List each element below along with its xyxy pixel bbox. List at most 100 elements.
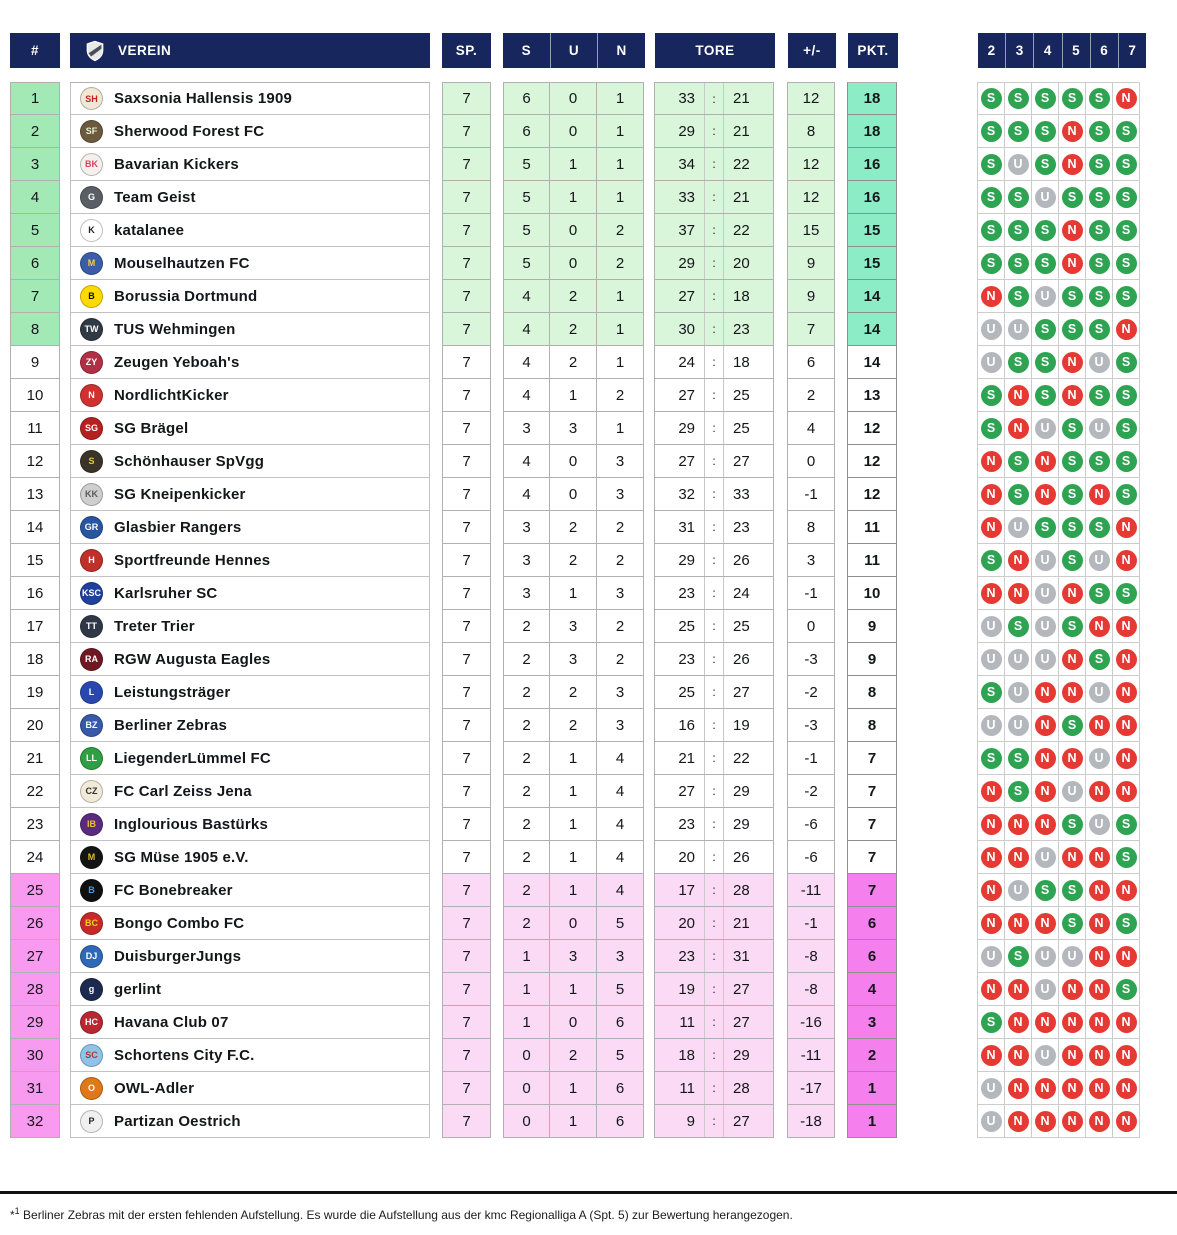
form-cell[interactable]: N: [1112, 676, 1140, 709]
form-cell[interactable]: S: [1058, 181, 1086, 214]
club-name[interactable]: NordlichtKicker: [114, 386, 229, 404]
form-cell[interactable]: U: [1031, 544, 1059, 577]
form-cell[interactable]: N: [977, 808, 1005, 841]
club-cell[interactable]: ZY Zeugen Yeboah's: [70, 346, 430, 379]
form-cell[interactable]: U: [977, 709, 1005, 742]
form-cell[interactable]: N: [1058, 1006, 1086, 1039]
form-cell[interactable]: S: [977, 1006, 1005, 1039]
form-cell[interactable]: S: [977, 412, 1005, 445]
form-cell[interactable]: S: [1031, 346, 1059, 379]
form-cell[interactable]: S: [977, 742, 1005, 775]
form-cell[interactable]: N: [1004, 412, 1032, 445]
form-cell[interactable]: U: [1004, 511, 1032, 544]
form-cell[interactable]: S: [1085, 445, 1113, 478]
form-cell[interactable]: N: [1004, 1039, 1032, 1072]
club-name[interactable]: SG Brägel: [114, 419, 189, 437]
form-cell[interactable]: S: [1085, 313, 1113, 346]
form-cell[interactable]: N: [1112, 940, 1140, 973]
club-cell[interactable]: O OWL-Adler: [70, 1072, 430, 1105]
club-cell[interactable]: g gerlint: [70, 973, 430, 1006]
club-name[interactable]: Havana Club 07: [114, 1013, 229, 1031]
form-cell[interactable]: N: [977, 841, 1005, 874]
club-name[interactable]: SG Kneipenkicker: [114, 485, 246, 503]
club-name[interactable]: Saxsonia Hallensis 1909: [114, 90, 293, 107]
form-cell[interactable]: N: [977, 775, 1005, 808]
club-cell[interactable]: SC Schortens City F.C.: [70, 1039, 430, 1072]
form-cell[interactable]: U: [1004, 874, 1032, 907]
form-cell[interactable]: S: [1112, 907, 1140, 940]
club-name[interactable]: gerlint: [114, 980, 162, 998]
form-cell[interactable]: N: [1112, 643, 1140, 676]
club-name[interactable]: RGW Augusta Eagles: [114, 650, 271, 668]
form-cell[interactable]: N: [1085, 841, 1113, 874]
form-cell[interactable]: S: [1085, 82, 1113, 115]
form-cell[interactable]: N: [1112, 1006, 1140, 1039]
form-cell[interactable]: N: [1112, 742, 1140, 775]
form-cell[interactable]: U: [1085, 544, 1113, 577]
form-cell[interactable]: S: [1058, 874, 1086, 907]
form-cell[interactable]: S: [1031, 82, 1059, 115]
form-cell[interactable]: S: [1085, 247, 1113, 280]
form-cell[interactable]: N: [977, 511, 1005, 544]
club-cell[interactable]: B Borussia Dortmund: [70, 280, 430, 313]
form-cell[interactable]: S: [1112, 478, 1140, 511]
form-cell[interactable]: S: [1112, 346, 1140, 379]
form-cell[interactable]: S: [977, 181, 1005, 214]
form-cell[interactable]: S: [977, 247, 1005, 280]
club-cell[interactable]: SG SG Brägel: [70, 412, 430, 445]
club-cell[interactable]: LL LiegenderLümmel FC: [70, 742, 430, 775]
club-cell[interactable]: KSC Karlsruher SC: [70, 577, 430, 610]
form-cell[interactable]: N: [1058, 247, 1086, 280]
club-name[interactable]: Mouselhautzen FC: [114, 254, 250, 272]
form-cell[interactable]: N: [1058, 841, 1086, 874]
form-cell[interactable]: S: [1058, 445, 1086, 478]
form-cell[interactable]: N: [1031, 907, 1059, 940]
club-cell[interactable]: TT Treter Trier: [70, 610, 430, 643]
club-name[interactable]: FC Carl Zeiss Jena: [114, 782, 252, 800]
club-cell[interactable]: BZ Berliner Zebras: [70, 709, 430, 742]
form-cell[interactable]: N: [1058, 1105, 1086, 1138]
club-name[interactable]: Zeugen Yeboah's: [114, 353, 240, 371]
form-cell[interactable]: S: [1004, 478, 1032, 511]
form-cell[interactable]: N: [1058, 115, 1086, 148]
form-cell[interactable]: U: [977, 346, 1005, 379]
form-cell[interactable]: N: [1085, 1072, 1113, 1105]
form-cell[interactable]: S: [1058, 511, 1086, 544]
form-cell[interactable]: N: [1058, 1072, 1086, 1105]
form-cell[interactable]: S: [1112, 412, 1140, 445]
club-name[interactable]: Berliner Zebras: [114, 716, 228, 734]
club-cell[interactable]: P Partizan Oestrich: [70, 1105, 430, 1138]
club-name[interactable]: Treter Trier: [114, 617, 195, 635]
club-cell[interactable]: B FC Bonebreaker: [70, 874, 430, 907]
form-cell[interactable]: N: [1085, 1105, 1113, 1138]
form-cell[interactable]: U: [1085, 742, 1113, 775]
club-cell[interactable]: S Schönhauser SpVgg: [70, 445, 430, 478]
form-cell[interactable]: N: [1058, 1039, 1086, 1072]
form-cell[interactable]: N: [1112, 1072, 1140, 1105]
form-cell[interactable]: N: [1058, 379, 1086, 412]
form-cell[interactable]: N: [1085, 973, 1113, 1006]
club-cell[interactable]: H Sportfreunde Hennes: [70, 544, 430, 577]
club-cell[interactable]: SH Saxsonia Hallensis 1909: [70, 82, 430, 115]
form-cell[interactable]: S: [1112, 115, 1140, 148]
form-cell[interactable]: S: [1085, 181, 1113, 214]
club-name[interactable]: Schönhauser SpVgg: [114, 452, 265, 470]
form-cell[interactable]: N: [1058, 577, 1086, 610]
form-cell[interactable]: N: [977, 478, 1005, 511]
form-cell[interactable]: S: [1031, 148, 1059, 181]
club-name[interactable]: DuisburgerJungs: [114, 947, 242, 965]
form-cell[interactable]: S: [1004, 280, 1032, 313]
form-cell[interactable]: S: [1112, 214, 1140, 247]
club-cell[interactable]: RA RGW Augusta Eagles: [70, 643, 430, 676]
form-cell[interactable]: S: [1085, 643, 1113, 676]
club-cell[interactable]: L Leistungsträger: [70, 676, 430, 709]
club-cell[interactable]: BK Bavarian Kickers: [70, 148, 430, 181]
form-cell[interactable]: N: [1004, 1006, 1032, 1039]
form-cell[interactable]: U: [1058, 775, 1086, 808]
form-cell[interactable]: S: [1058, 82, 1086, 115]
form-cell[interactable]: N: [1112, 709, 1140, 742]
form-cell[interactable]: N: [1058, 148, 1086, 181]
club-cell[interactable]: N NordlichtKicker: [70, 379, 430, 412]
club-cell[interactable]: TW TUS Wehmingen: [70, 313, 430, 346]
form-cell[interactable]: N: [1004, 577, 1032, 610]
